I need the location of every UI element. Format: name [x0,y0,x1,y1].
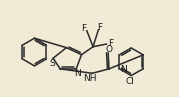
Text: S: S [49,59,55,68]
Text: Cl: Cl [126,77,135,86]
Text: F: F [82,24,87,33]
Text: F: F [97,23,102,32]
Text: O: O [106,45,113,54]
Text: F: F [108,39,113,48]
Text: N: N [74,69,80,78]
Text: N: N [120,65,127,74]
Text: NH: NH [83,74,96,83]
